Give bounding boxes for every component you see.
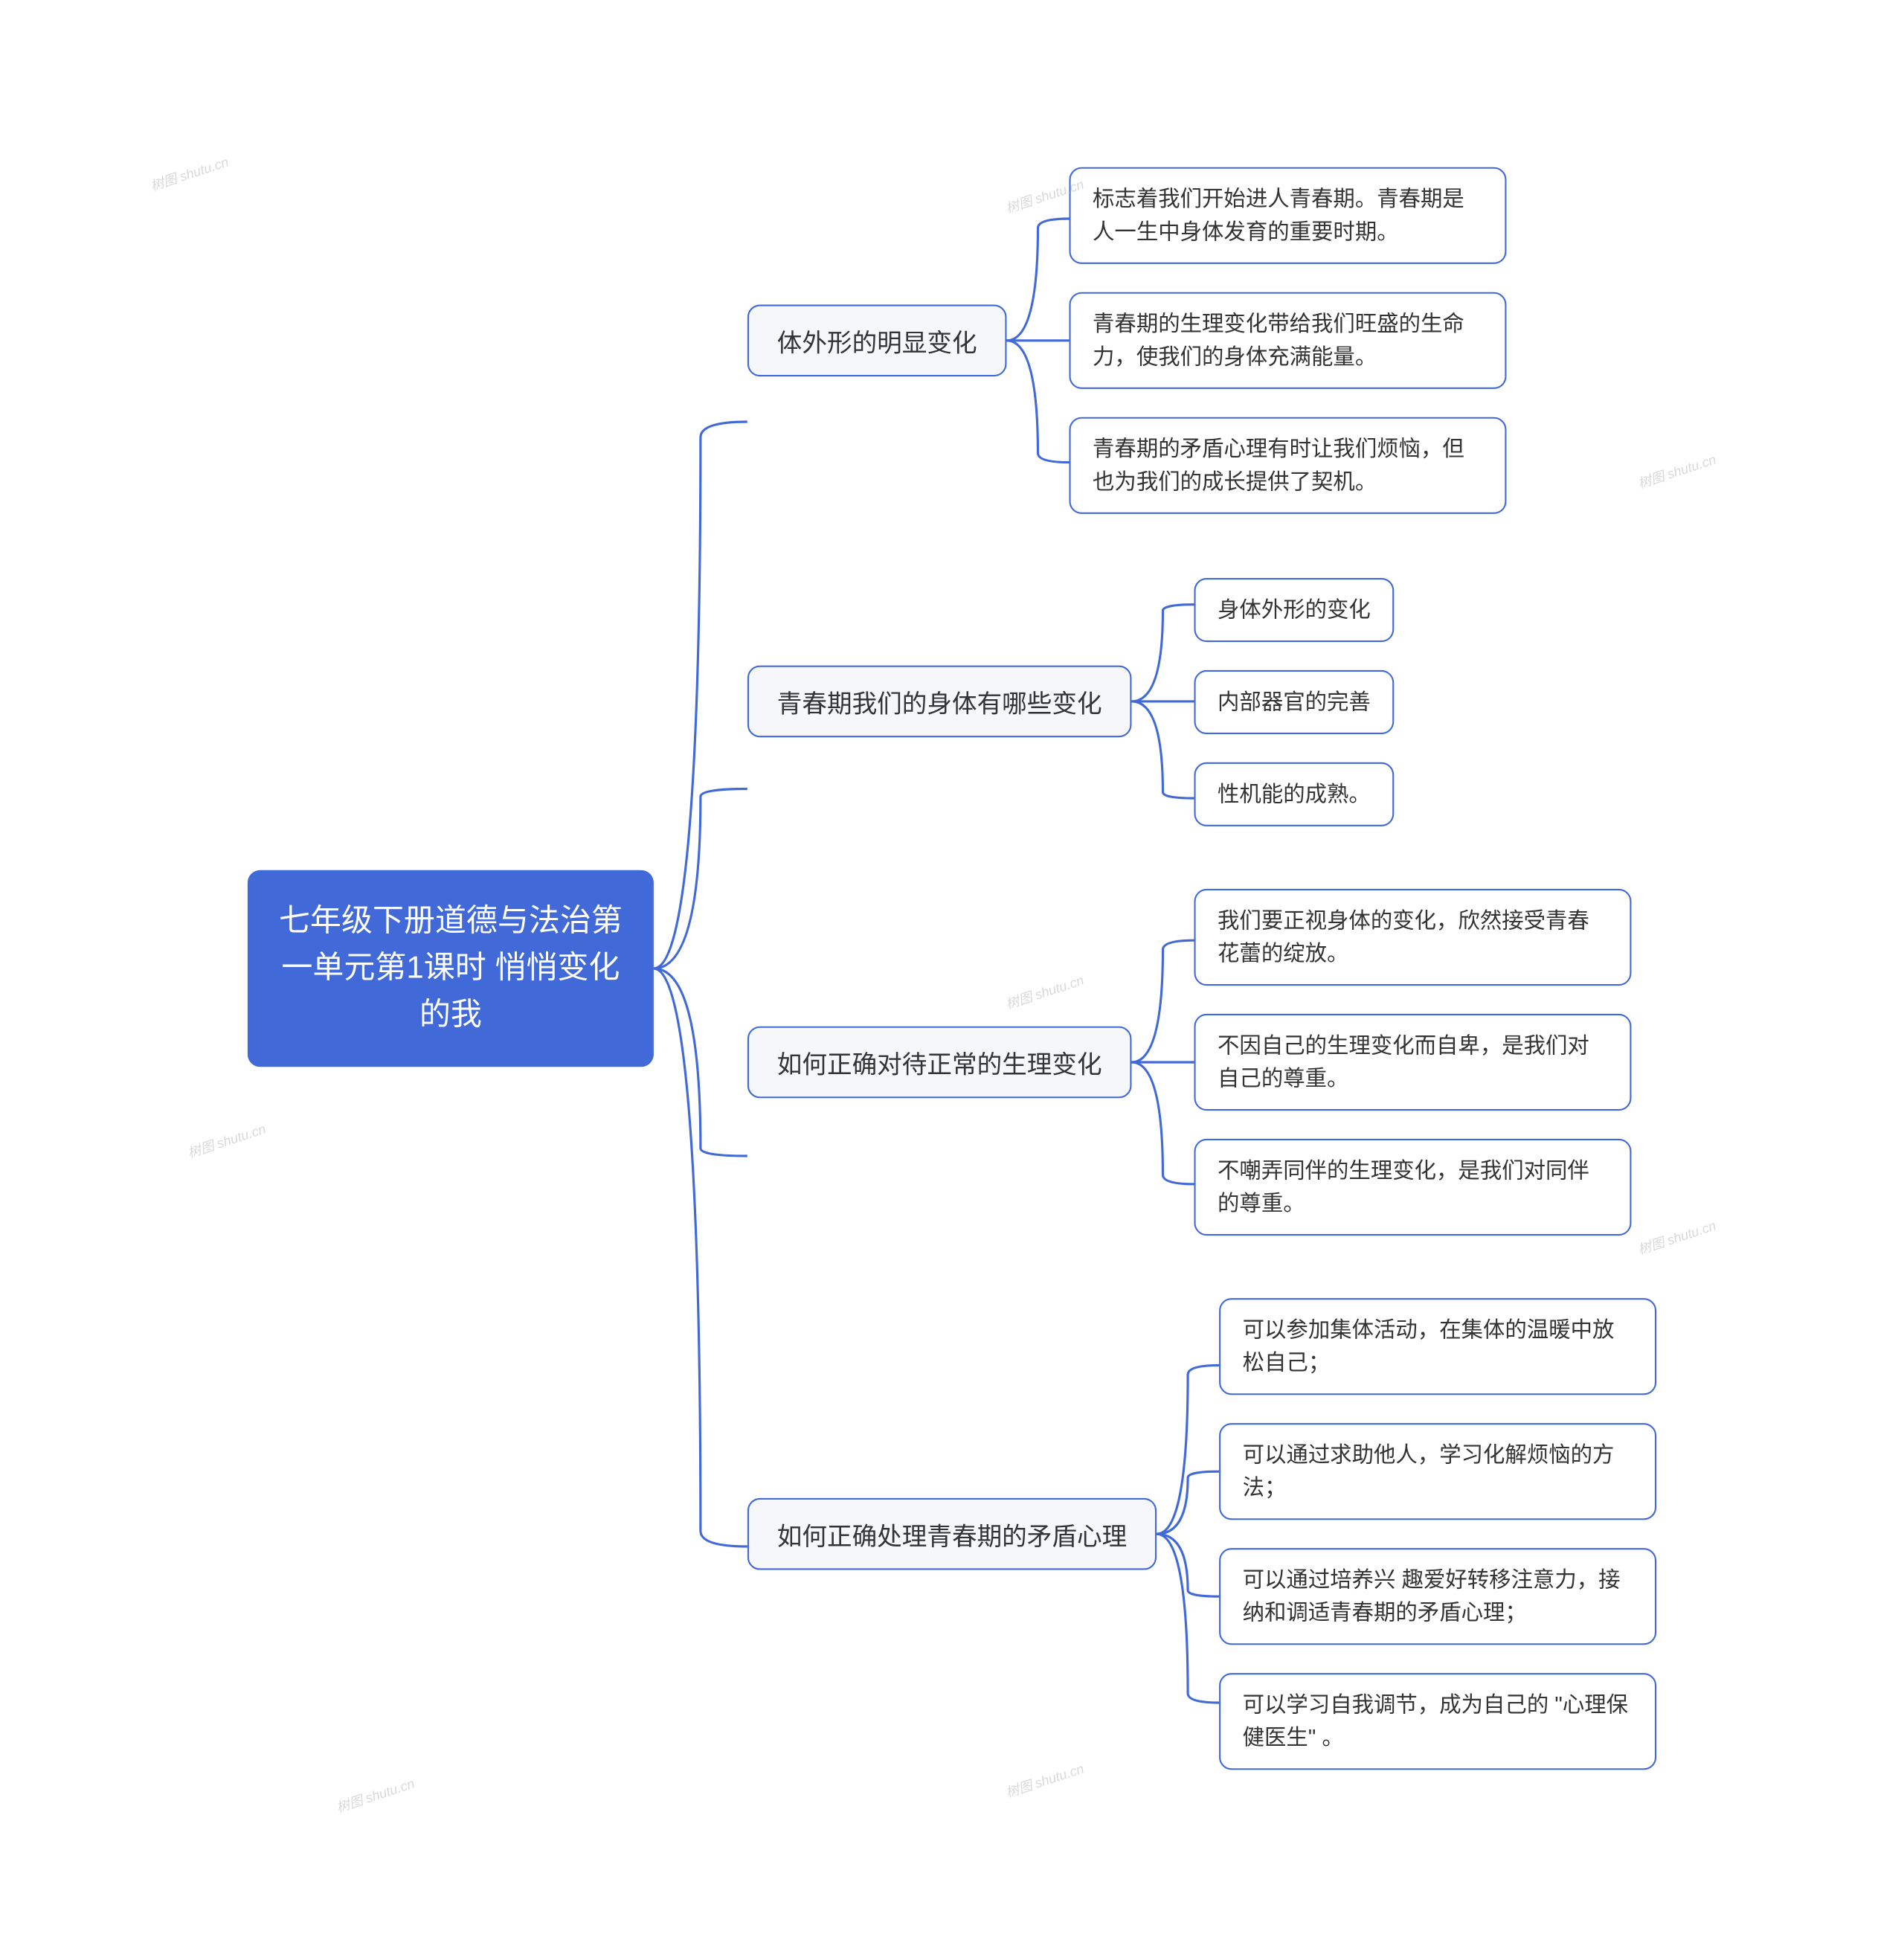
branch-1: 青春期我们的身体有哪些变化 身体外形的变化 内部器官的完善 性机能的成熟。 (747, 576, 1656, 826)
mindmap-root-container: 七年级下册道德与法治第一单元第1课时 悄悄变化的我 体外形的明显变化 标志着我们… (248, 167, 1656, 1770)
branch-1-connector (1132, 576, 1194, 826)
watermark: 树图 shutu.cn (334, 1773, 417, 1816)
root-node: 七年级下册道德与法治第一单元第1课时 悄悄变化的我 (248, 870, 654, 1067)
branch-2-leaf-2: 不嘲弄同伴的生理变化，是我们对同伴的尊重。 (1194, 1139, 1632, 1236)
branch-3: 如何正确处理青春期的矛盾心理 可以参加集体活动，在集体的温暖中放松自己； 可以通… (747, 1298, 1656, 1770)
branch-2-connector (1132, 906, 1194, 1218)
branch-3-connector (1157, 1331, 1219, 1737)
branch-1-leaf-2: 性机能的成熟。 (1194, 762, 1395, 826)
branch-3-label: 如何正确处理青春期的矛盾心理 (747, 1498, 1157, 1570)
branch-0: 体外形的明显变化 标志着我们开始进人青春期。青春期是人一生中身体发育的重要时期。… (747, 167, 1656, 514)
branch-2-leaf-0: 我们要正视身体的变化，欣然接受青春花蕾的绽放。 (1194, 889, 1632, 986)
branch-3-leaf-0: 可以参加集体活动，在集体的温暖中放松自己； (1219, 1298, 1656, 1395)
branch-3-leaf-3: 可以学习自我调节，成为自己的 "心理保健医生" 。 (1219, 1673, 1656, 1770)
watermark: 树图 shutu.cn (148, 152, 231, 195)
branch-2-label: 如何正确对待正常的生理变化 (747, 1027, 1132, 1099)
branch-1-leaf-0: 身体外形的变化 (1194, 577, 1395, 641)
branch-2-leaf-1: 不因自己的生理变化而自卑，是我们对自己的尊重。 (1194, 1014, 1632, 1111)
branch-1-children: 身体外形的变化 内部器官的完善 性机能的成熟。 (1194, 577, 1395, 826)
root-connector (654, 250, 747, 1687)
branches-container: 体外形的明显变化 标志着我们开始进人青春期。青春期是人一生中身体发育的重要时期。… (747, 167, 1656, 1770)
branch-0-children: 标志着我们开始进人青春期。青春期是人一生中身体发育的重要时期。 青春期的生理变化… (1070, 167, 1507, 514)
branch-3-leaf-2: 可以通过培养兴 趣爱好转移注意力，接纳和调适青春期的矛盾心理； (1219, 1548, 1656, 1645)
branch-3-children: 可以参加集体活动，在集体的温暖中放松自己； 可以通过求助他人，学习化解烦恼的方法… (1219, 1298, 1656, 1770)
branch-2-children: 我们要正视身体的变化，欣然接受青春花蕾的绽放。 不因自己的生理变化而自卑，是我们… (1194, 889, 1632, 1236)
branch-0-label: 体外形的明显变化 (747, 305, 1007, 377)
branch-0-leaf-2: 青春期的矛盾心理有时让我们烦恼，但也为我们的成长提供了契机。 (1070, 417, 1507, 514)
branch-0-leaf-1: 青春期的生理变化带给我们旺盛的生命力，使我们的身体充满能量。 (1070, 292, 1507, 389)
branch-0-connector (1007, 184, 1070, 497)
branch-1-leaf-1: 内部器官的完善 (1194, 669, 1395, 733)
branch-2: 如何正确对待正常的生理变化 我们要正视身体的变化，欣然接受青春花蕾的绽放。 不因… (747, 889, 1656, 1236)
branch-1-label: 青春期我们的身体有哪些变化 (747, 666, 1132, 738)
branch-0-leaf-0: 标志着我们开始进人青春期。青春期是人一生中身体发育的重要时期。 (1070, 167, 1507, 264)
branch-3-leaf-1: 可以通过求助他人，学习化解烦恼的方法； (1219, 1423, 1656, 1520)
